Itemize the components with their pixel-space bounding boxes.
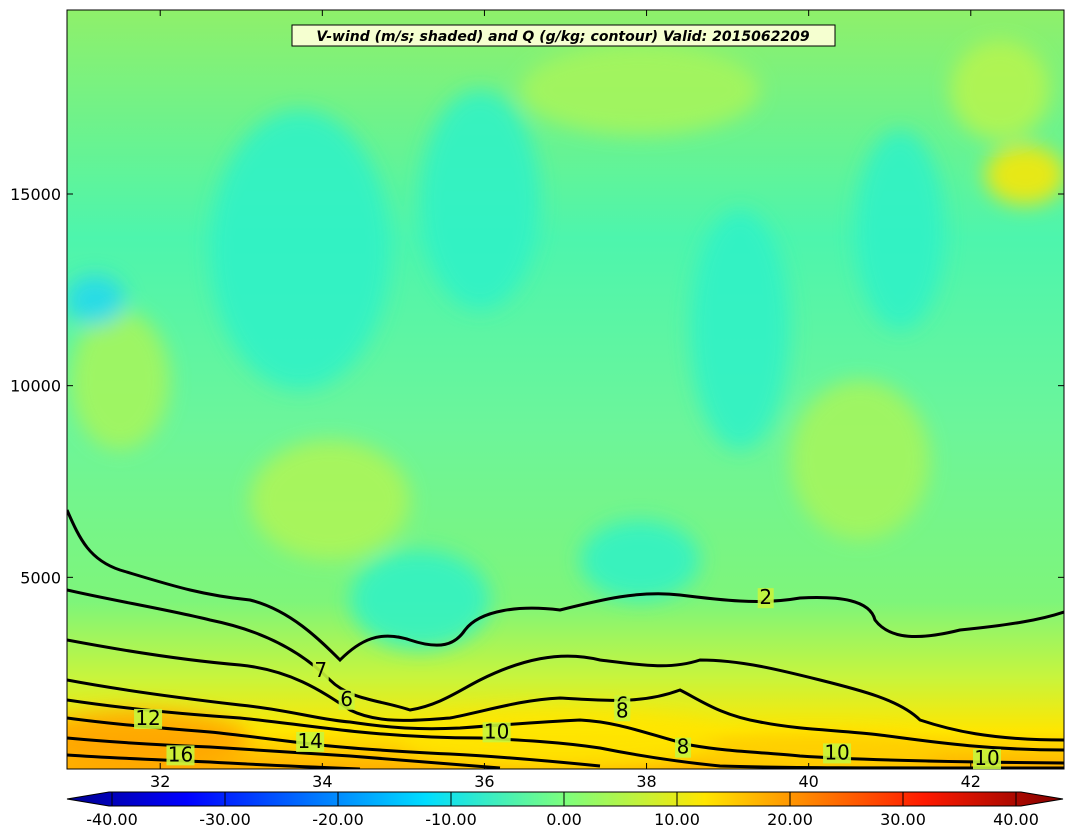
contour-q8 <box>67 678 1064 765</box>
x-tick-label: 38 <box>636 772 656 791</box>
colorbar: -40.00 -30.00 -20.00 -10.00 0.00 10.00 20.00 30… <box>66 791 1064 829</box>
x-tick-label: 42 <box>961 772 981 791</box>
colorbar-tick-label: 30.00 <box>880 810 926 829</box>
colorbar-tick-label: 40.00 <box>993 810 1039 829</box>
colorbar-tick-label: -30.00 <box>199 810 251 829</box>
contour-labels: 276688101010121416 <box>134 585 1001 770</box>
x-tick-label: 34 <box>312 772 332 791</box>
contour-label-bg <box>134 708 163 729</box>
contour-label: 10 <box>484 719 509 743</box>
y-tick-label: 15000 <box>10 185 61 204</box>
contour-q12 <box>67 716 601 768</box>
contour-label: 16 <box>168 742 193 766</box>
contour-label-bg <box>675 737 692 758</box>
contour-label: 12 <box>135 706 160 730</box>
contour-q6 <box>67 638 1064 752</box>
contour-label-bg <box>296 731 325 752</box>
contour-label: 6 <box>340 687 353 711</box>
contour-label: 14 <box>297 729 322 753</box>
contour-label: 7 <box>314 658 327 682</box>
contour-label-bg <box>482 722 511 743</box>
contour-label-bg <box>614 701 631 722</box>
x-axis: 32 34 36 38 40 42 <box>150 10 981 791</box>
contour-q2 <box>67 509 1064 663</box>
x-tick-label: 36 <box>474 772 494 791</box>
colorbar-tick-label: -20.00 <box>312 810 364 829</box>
contour-label-bg <box>338 689 355 710</box>
contour-label-bg <box>312 661 329 681</box>
y-tick-label: 5000 <box>20 568 61 587</box>
plot-frame <box>66 9 1065 770</box>
y-tick-label: 10000 <box>10 377 61 396</box>
y-axis: 5000 10000 15000 <box>10 185 1064 587</box>
contour-label: 10 <box>974 746 999 770</box>
contour-label: 8 <box>616 698 629 722</box>
contour-label-bg <box>166 745 195 766</box>
contour-label-bg <box>757 588 774 609</box>
contour-label: 8 <box>677 735 690 759</box>
colorbar-tick-label: 20.00 <box>767 810 813 829</box>
contour-q14 <box>67 736 501 769</box>
x-tick-label: 32 <box>150 772 170 791</box>
chart-title: V-wind (m/s; shaded) and Q (g/kg; contou… <box>316 29 809 45</box>
contour-q7 <box>67 588 1064 742</box>
colorbar-tick-label: 0.00 <box>546 810 582 829</box>
title-box: V-wind (m/s; shaded) and Q (g/kg; contou… <box>291 24 836 47</box>
colorbar-tick-label: -40.00 <box>86 810 138 829</box>
shaded-field <box>67 10 1064 769</box>
colorbar-bar <box>66 791 1064 807</box>
contour-label: 10 <box>824 740 849 764</box>
contour-q16 <box>67 753 361 769</box>
colorbar-ticks: -40.00 -30.00 -20.00 -10.00 0.00 10.00 20.00 30… <box>86 792 1039 829</box>
colorbar-tick-label: -10.00 <box>425 810 477 829</box>
contour-label: 2 <box>759 585 772 609</box>
q-contours <box>67 509 1064 769</box>
colorbar-tick-label: 10.00 <box>654 810 700 829</box>
x-tick-label: 40 <box>798 772 818 791</box>
contour-label-bg <box>823 743 852 764</box>
contour-label-bg <box>972 749 1001 770</box>
